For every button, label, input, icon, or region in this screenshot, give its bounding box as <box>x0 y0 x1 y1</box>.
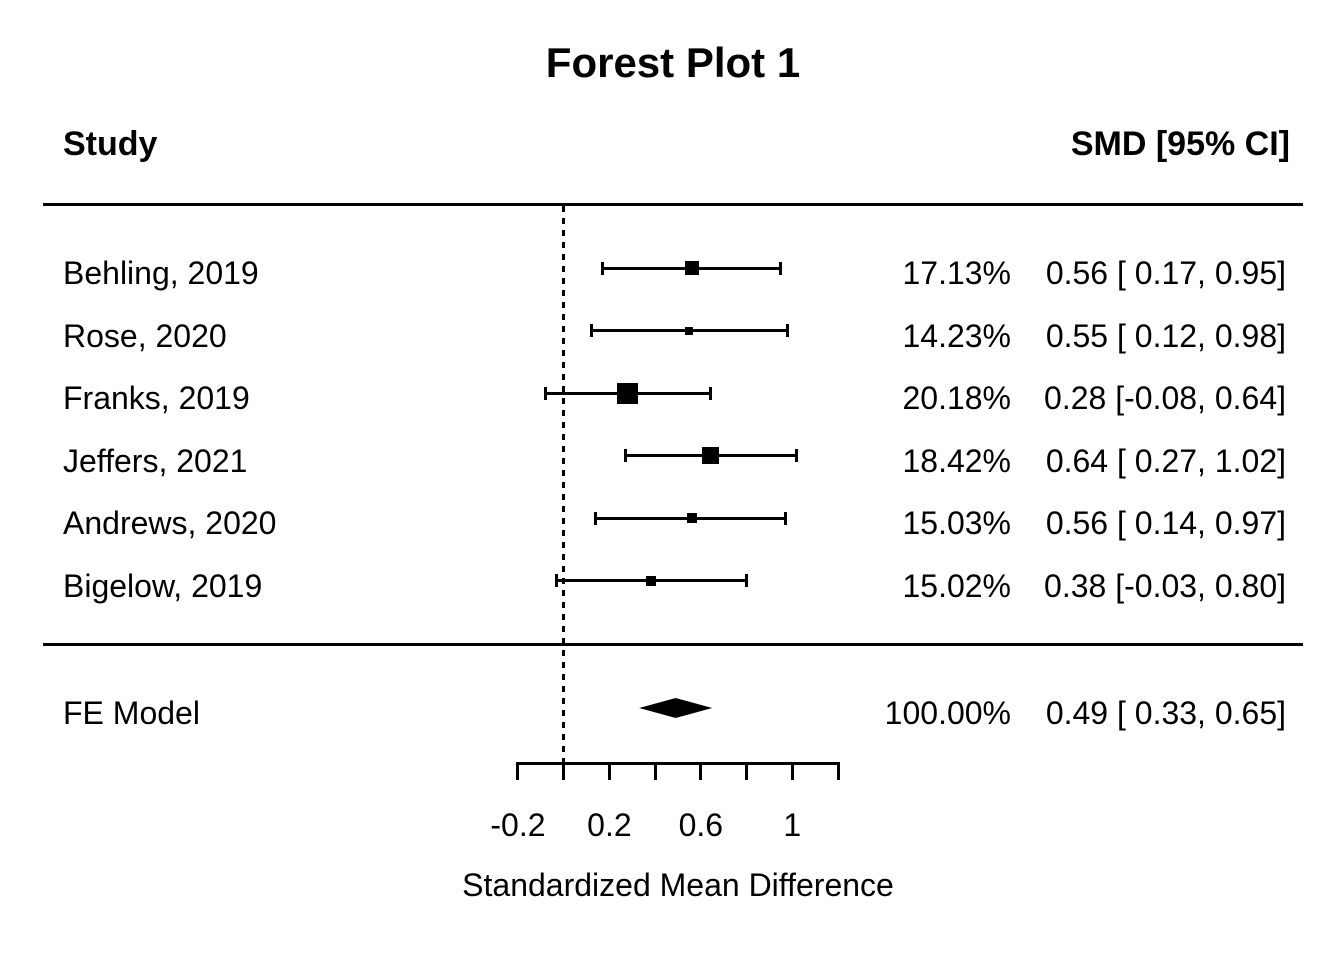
x-axis-tick-label: 0.2 <box>587 807 632 843</box>
weight-value: 15.03% <box>902 505 1011 541</box>
point-estimate-square <box>617 382 639 404</box>
weight-value: 15.02% <box>902 567 1011 604</box>
study-label: Bigelow, 2019 <box>63 567 263 604</box>
x-axis-tick <box>516 762 520 780</box>
summary-label: FE Model <box>63 695 200 731</box>
weight-value: 14.23% <box>902 317 1011 354</box>
x-axis-tick-label: -0.2 <box>490 807 546 843</box>
ci-cap-right <box>783 511 787 525</box>
ci-cap-right <box>745 574 749 587</box>
x-axis-tick <box>790 762 794 780</box>
ci-cap-left <box>555 574 559 587</box>
point-estimate-square <box>684 261 699 275</box>
x-axis-tick <box>607 762 611 780</box>
header-separator-line <box>43 203 1303 206</box>
smd-ci-value: 0.56 [ 0.14, 0.97] <box>1045 505 1286 541</box>
weight-value: 100.00% <box>884 695 1011 731</box>
smd-ci-value: 0.64 [ 0.27, 1.02] <box>1045 442 1286 479</box>
summary-separator-line <box>43 643 1303 646</box>
ci-cap-right <box>786 324 790 337</box>
smd-ci-value: 0.56 [ 0.17, 0.95] <box>1045 255 1286 291</box>
weight-value: 18.42% <box>902 442 1011 479</box>
ci-cap-left <box>589 324 593 337</box>
x-axis-tick <box>653 762 657 780</box>
x-axis-line <box>516 762 840 765</box>
smd-ci-value: 0.55 [ 0.12, 0.98] <box>1045 317 1286 354</box>
point-estimate-square <box>685 326 694 335</box>
ci-cap-right <box>779 261 783 275</box>
smd-ci-value: 0.49 [ 0.33, 0.65] <box>1045 695 1286 731</box>
study-label: Franks, 2019 <box>63 380 250 416</box>
ci-cap-left <box>623 449 627 462</box>
x-axis-tick <box>562 762 566 780</box>
study-label: Behling, 2019 <box>63 255 259 291</box>
summary-diamond <box>639 698 713 718</box>
x-axis-tick <box>745 762 749 780</box>
chart-title: Forest Plot 1 <box>545 39 801 86</box>
ci-cap-left <box>543 386 547 400</box>
x-axis-tick-label: 0.6 <box>678 807 724 843</box>
column-header-smd-ci: SMD [95% CI] <box>1070 125 1290 163</box>
point-estimate-square <box>645 575 656 586</box>
study-label: Jeffers, 2021 <box>63 442 248 479</box>
ci-cap-left <box>594 511 598 525</box>
x-axis-title: Standardized Mean Difference <box>462 867 894 903</box>
x-axis-tick <box>836 762 840 780</box>
point-estimate-square <box>701 447 719 464</box>
smd-ci-value: 0.38 [-0.03, 0.80] <box>1044 567 1286 604</box>
weight-value: 20.18% <box>902 380 1011 416</box>
x-axis-tick <box>699 762 703 780</box>
column-header-study: Study <box>63 125 158 163</box>
ci-cap-right <box>708 386 712 400</box>
smd-ci-value: 0.28 [-0.08, 0.64] <box>1044 380 1286 416</box>
weight-value: 17.13% <box>902 255 1011 291</box>
study-label: Rose, 2020 <box>63 317 227 354</box>
point-estimate-square <box>686 513 697 523</box>
zero-reference-line <box>562 206 565 763</box>
ci-cap-left <box>601 261 605 275</box>
x-axis-tick-label: 1 <box>783 807 802 843</box>
ci-cap-right <box>795 449 799 462</box>
study-label: Andrews, 2020 <box>63 505 277 541</box>
